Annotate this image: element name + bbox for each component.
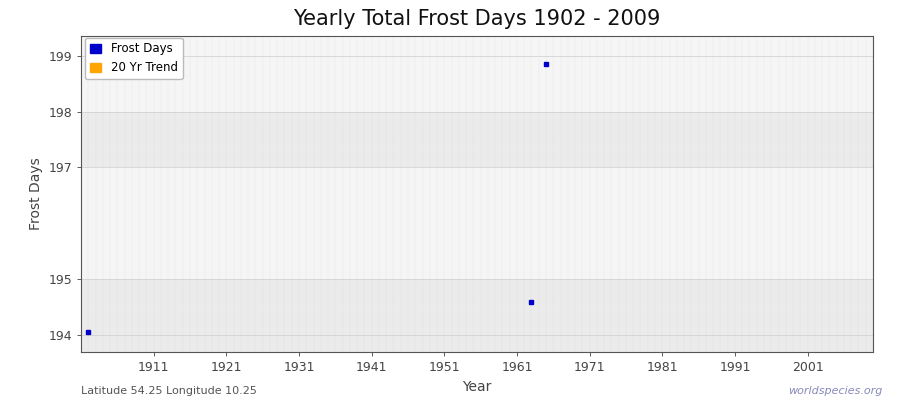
X-axis label: Year: Year bbox=[463, 380, 491, 394]
Text: Latitude 54.25 Longitude 10.25: Latitude 54.25 Longitude 10.25 bbox=[81, 386, 256, 396]
Bar bbox=[81, 112, 873, 168]
Legend: Frost Days, 20 Yr Trend: Frost Days, 20 Yr Trend bbox=[85, 38, 183, 79]
Title: Yearly Total Frost Days 1902 - 2009: Yearly Total Frost Days 1902 - 2009 bbox=[293, 9, 661, 29]
Bar bbox=[81, 168, 873, 279]
Bar bbox=[81, 279, 873, 352]
Y-axis label: Frost Days: Frost Days bbox=[29, 158, 42, 230]
Text: worldspecies.org: worldspecies.org bbox=[788, 386, 882, 396]
Bar bbox=[81, 36, 873, 112]
